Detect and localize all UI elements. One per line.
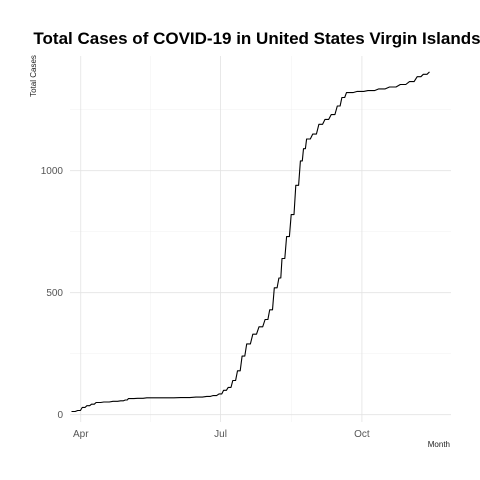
y-tick-label: 1000 <box>41 166 64 177</box>
y-axis: 0 500 1000 <box>41 166 64 421</box>
y-tick-label: 500 <box>46 288 63 299</box>
x-tick-label: Jul <box>214 429 227 440</box>
y-axis-title: Total Cases <box>29 55 38 97</box>
x-axis: Apr Jul Oct <box>73 429 370 440</box>
chart-title: Total Cases of COVID-19 in United States… <box>33 29 480 48</box>
series-line <box>71 71 430 413</box>
grid <box>70 56 451 422</box>
x-axis-title: Month <box>428 440 450 449</box>
x-tick-label: Apr <box>73 429 89 440</box>
y-tick-label: 0 <box>57 410 63 421</box>
x-tick-label: Oct <box>354 429 370 440</box>
